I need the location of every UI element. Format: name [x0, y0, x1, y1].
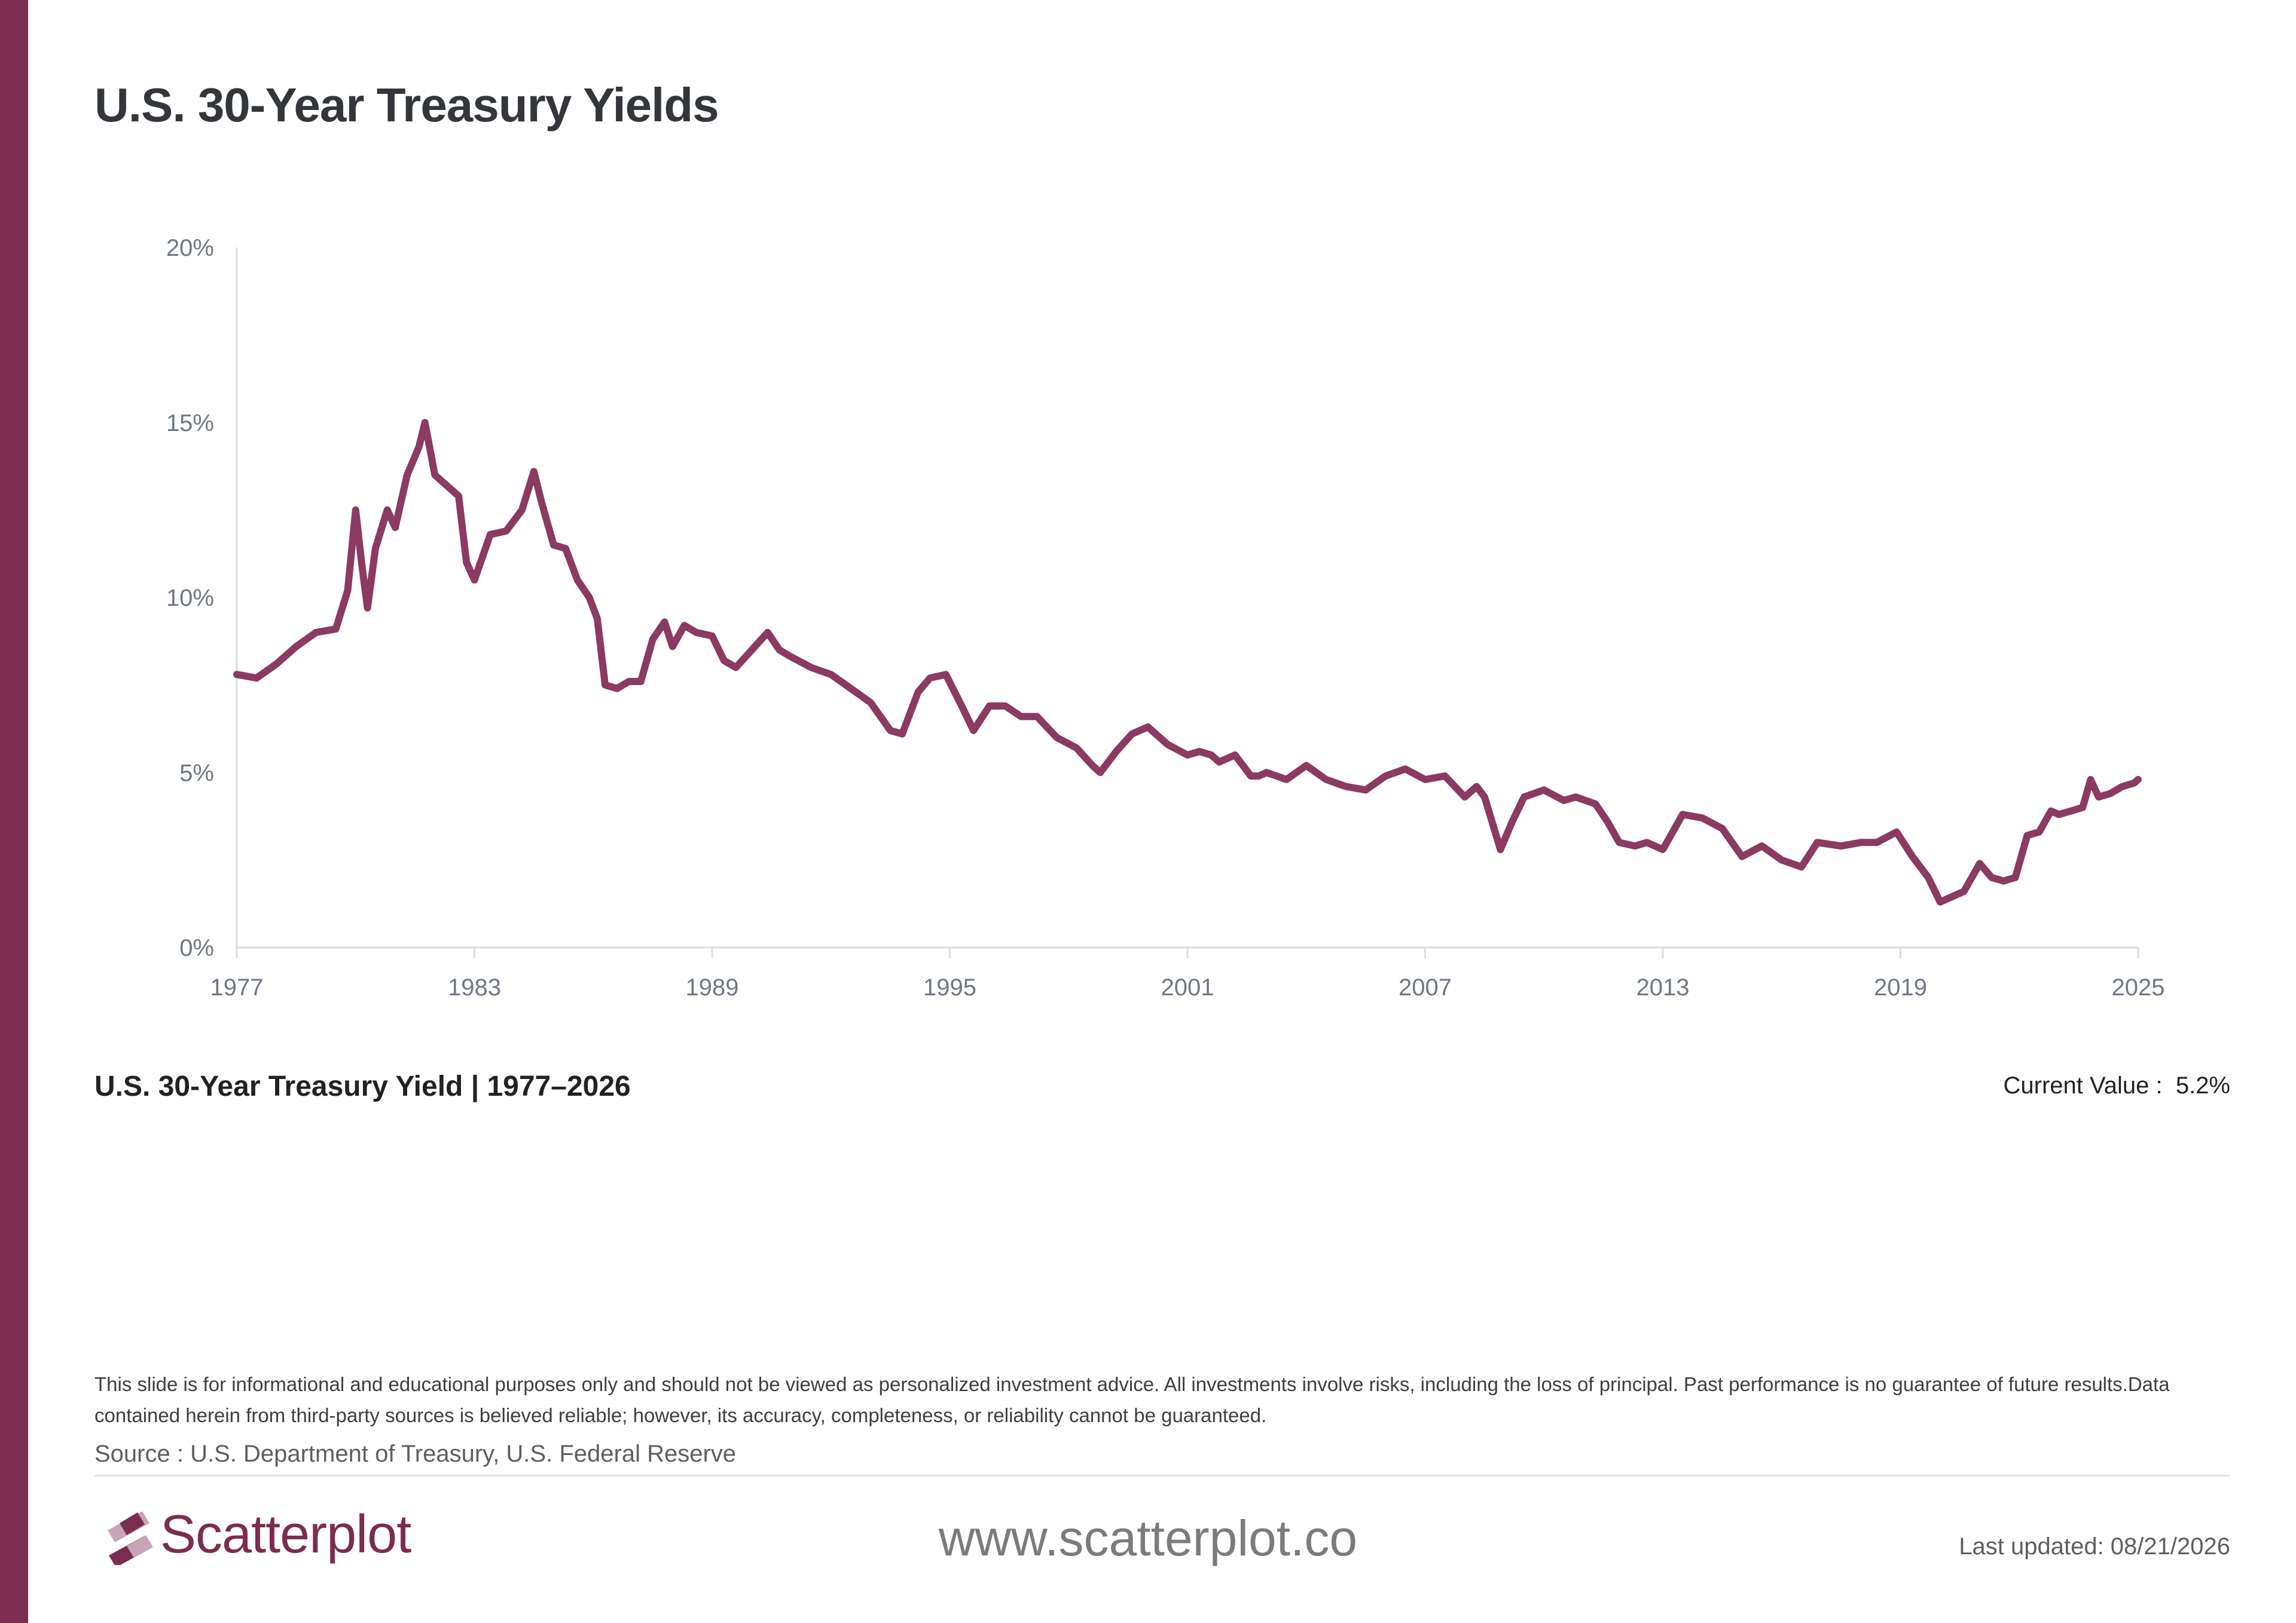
x-tick-label: 2007 [1399, 974, 1452, 1001]
y-tick-label: 10% [166, 585, 214, 612]
chart-marks [233, 418, 2142, 906]
current-value: Current Value : 5.2% [2004, 1072, 2230, 1099]
left-accent-bar [0, 0, 28, 1623]
last-updated: Last updated: 08/21/2026 [1959, 1533, 2230, 1560]
source-note: Source : U.S. Department of Treasury, U.… [94, 1441, 737, 1467]
series-line-0 [233, 418, 2142, 906]
page-title: U.S. 30-Year Treasury Yields [94, 78, 719, 132]
footer-divider [94, 1475, 2230, 1477]
y-tick-label: 0% [179, 935, 214, 961]
x-tick-label: 1989 [686, 974, 739, 1001]
disclaimer-text: This slide is for informational and educ… [94, 1373, 2170, 1426]
x-tick-label: 1977 [210, 974, 264, 1001]
scatterplot-logo-icon [108, 1511, 153, 1565]
brand-logo[interactable]: Scatterplot [103, 1500, 438, 1572]
current-value-label: Current Value : [2003, 1072, 2163, 1099]
x-tick-label: 2001 [1161, 974, 1214, 1001]
x-tick-label: 1995 [923, 974, 976, 1001]
current-value-number: 5.2% [2175, 1072, 2230, 1099]
chart-caption: U.S. 30-Year Treasury Yield | 1977–2026 [94, 1071, 631, 1102]
x-tick-label: 2025 [2112, 974, 2165, 1001]
website-link[interactable]: www.scatterplot.co [938, 1510, 1358, 1566]
brand-name: Scatterplot [160, 1505, 411, 1564]
y-tick-label: 20% [166, 235, 214, 261]
x-tick-label: 2019 [1874, 974, 1927, 1001]
x-tick-label: 2013 [1636, 974, 1690, 1001]
x-tick-label: 1983 [448, 974, 501, 1001]
y-tick-label: 15% [166, 410, 214, 436]
y-tick-label: 5% [179, 760, 214, 786]
yield-line-chart: 0% 5% 10% 15% 20% 1977 1983 1989 1995 2001 2007 201… [166, 235, 2165, 1001]
chart-axes: 0% 5% 10% 15% 20% 1977 1983 1989 1995 2001 2007 201… [166, 235, 2165, 1001]
